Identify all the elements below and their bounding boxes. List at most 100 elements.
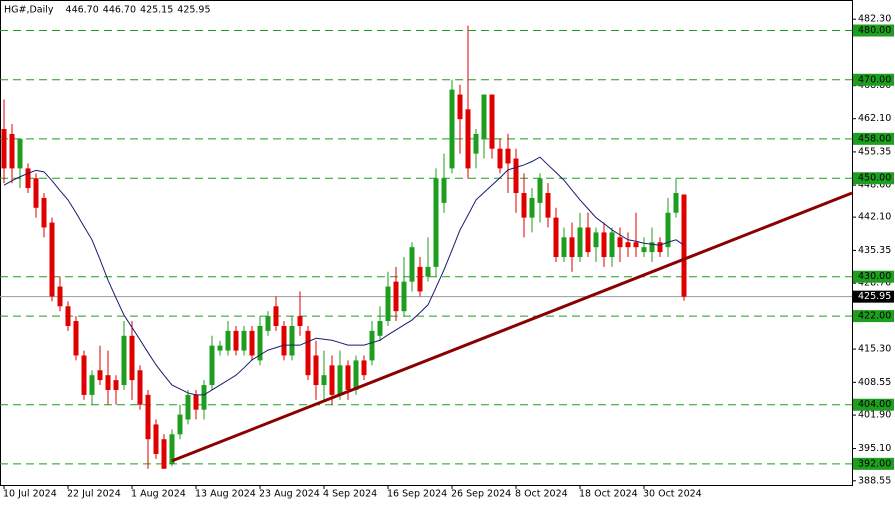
candle-body bbox=[625, 242, 631, 248]
candle-body bbox=[97, 370, 103, 381]
header: HG#,Daily bbox=[4, 5, 54, 16]
level-label: 458.00 bbox=[858, 133, 891, 144]
level-label-box bbox=[853, 24, 894, 37]
candle-body bbox=[129, 335, 135, 381]
x-tick-label: 26 Sep 2024 bbox=[451, 489, 511, 500]
x-tick-label: 30 Oct 2024 bbox=[643, 489, 702, 500]
candle-body bbox=[385, 286, 391, 322]
y-tick-label: 435.35 bbox=[858, 245, 891, 256]
candle-body bbox=[673, 193, 679, 213]
level-label-box bbox=[853, 270, 894, 283]
x-tick-label: 8 Oct 2024 bbox=[515, 489, 568, 500]
candle-body bbox=[33, 178, 39, 208]
candle-body bbox=[217, 345, 223, 351]
candle-body bbox=[289, 325, 295, 356]
candle-body bbox=[137, 370, 143, 405]
candle-body bbox=[273, 306, 279, 326]
candle-body bbox=[169, 434, 175, 464]
candle-body bbox=[337, 365, 343, 395]
level-label: 430.00 bbox=[858, 271, 891, 282]
candle-body bbox=[89, 375, 95, 395]
candle-body bbox=[633, 242, 639, 248]
candle-body bbox=[25, 168, 31, 189]
header-value: 446.70 bbox=[66, 5, 99, 16]
candle-body bbox=[281, 325, 287, 356]
candle-body bbox=[457, 94, 463, 120]
y-tick-label: 388.55 bbox=[858, 475, 891, 486]
candle-body bbox=[353, 360, 359, 390]
candle-body bbox=[201, 385, 207, 410]
candle-body bbox=[369, 330, 375, 361]
candle-body bbox=[225, 330, 231, 351]
candle-body bbox=[569, 237, 575, 258]
candle-body bbox=[521, 193, 527, 218]
candle-body bbox=[9, 133, 15, 169]
candle-body bbox=[377, 321, 383, 336]
candle-body bbox=[489, 94, 495, 149]
x-tick-label: 10 Jul 2024 bbox=[3, 489, 57, 500]
y-tick-label: 415.30 bbox=[858, 344, 891, 355]
x-tick-label: 4 Sep 2024 bbox=[323, 489, 377, 500]
candle-body bbox=[481, 94, 487, 139]
candle-body bbox=[361, 360, 367, 376]
candle-body bbox=[665, 212, 671, 248]
y-tick-label: 455.35 bbox=[858, 146, 891, 157]
candle-body bbox=[73, 321, 79, 356]
candle-body bbox=[553, 217, 559, 258]
level-label: 392.00 bbox=[858, 458, 891, 469]
level-label-box bbox=[853, 398, 894, 411]
candle-body bbox=[41, 197, 47, 228]
candle-body bbox=[305, 330, 311, 376]
candle-body bbox=[65, 306, 71, 326]
candle-body bbox=[321, 375, 327, 386]
candle-body bbox=[537, 178, 543, 203]
candle-body bbox=[657, 242, 663, 253]
y-tick-label: 408.55 bbox=[858, 377, 891, 388]
candle-body bbox=[505, 148, 511, 164]
candle-body bbox=[513, 158, 519, 194]
level-label-box bbox=[853, 457, 894, 470]
level-label: 404.00 bbox=[858, 399, 891, 410]
level-label-box bbox=[853, 73, 894, 86]
candle-body bbox=[249, 330, 255, 356]
candle-body bbox=[417, 266, 423, 292]
header-value: 446.70 bbox=[103, 5, 136, 16]
candle-body bbox=[649, 242, 655, 253]
x-tick-label: 18 Oct 2024 bbox=[579, 489, 638, 500]
y-tick-label: 395.10 bbox=[858, 443, 891, 454]
candle-body bbox=[529, 197, 535, 218]
candle-body bbox=[401, 281, 407, 312]
candle-body bbox=[209, 345, 215, 386]
candle-body bbox=[145, 394, 151, 440]
candle-body bbox=[81, 355, 87, 395]
y-tick-label: 428.70 bbox=[858, 278, 891, 289]
candle-body bbox=[345, 365, 351, 390]
candle-body bbox=[609, 232, 615, 258]
level-label: 480.00 bbox=[858, 25, 891, 36]
y-tick-label: 482.30 bbox=[858, 14, 891, 25]
x-tick-label: 23 Aug 2024 bbox=[259, 489, 320, 500]
candle-body bbox=[161, 439, 167, 469]
candle-body bbox=[433, 178, 439, 267]
candle-body bbox=[465, 109, 471, 169]
candle-body bbox=[241, 330, 247, 351]
candle-body bbox=[193, 394, 199, 410]
candle-body bbox=[585, 227, 591, 253]
candle-body bbox=[257, 325, 263, 361]
candle-body bbox=[233, 330, 239, 351]
candle-body bbox=[409, 247, 415, 282]
candle-body bbox=[681, 194, 687, 297]
level-label-box bbox=[853, 310, 894, 323]
candle-body bbox=[449, 89, 455, 169]
candle-body bbox=[297, 316, 303, 326]
candle-body bbox=[393, 281, 399, 312]
candle-body bbox=[441, 178, 447, 203]
candle-body bbox=[153, 424, 159, 454]
header-value: 425.95 bbox=[177, 5, 210, 16]
candle-body bbox=[17, 138, 23, 169]
candle-body bbox=[121, 335, 127, 386]
y-tick-label: 448.60 bbox=[858, 180, 891, 191]
candle-body bbox=[313, 355, 319, 386]
header-value: 425.15 bbox=[140, 5, 173, 16]
level-label: 422.00 bbox=[858, 311, 891, 322]
